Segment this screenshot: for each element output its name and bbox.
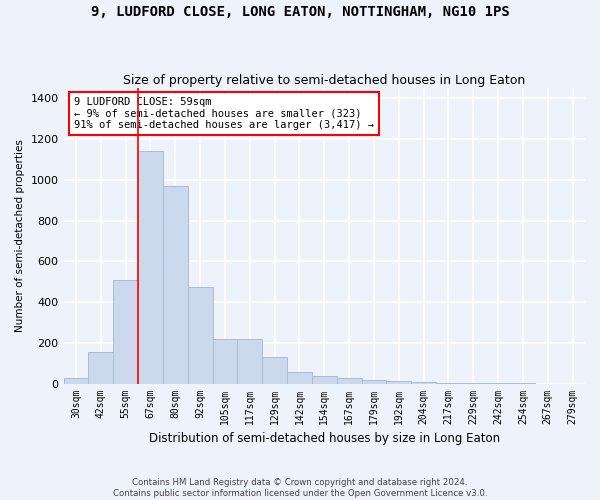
Y-axis label: Number of semi-detached properties: Number of semi-detached properties [15, 140, 25, 332]
Bar [362, 380, 386, 384]
Text: 9, LUDFORD CLOSE, LONG EATON, NOTTINGHAM, NG10 1PS: 9, LUDFORD CLOSE, LONG EATON, NOTTINGHAM… [91, 5, 509, 19]
Bar [287, 372, 312, 384]
Text: Contains HM Land Registry data © Crown copyright and database right 2024.
Contai: Contains HM Land Registry data © Crown c… [113, 478, 487, 498]
Text: 9 LUDFORD CLOSE: 59sqm
← 9% of semi-detached houses are smaller (323)
91% of sem: 9 LUDFORD CLOSE: 59sqm ← 9% of semi-deta… [74, 97, 374, 130]
Bar [138, 152, 163, 384]
Bar [411, 382, 436, 384]
Bar [113, 280, 138, 384]
Bar [88, 352, 113, 384]
Bar [262, 357, 287, 384]
Bar [312, 376, 337, 384]
Bar [212, 338, 238, 384]
Bar [461, 383, 485, 384]
Title: Size of property relative to semi-detached houses in Long Eaton: Size of property relative to semi-detach… [123, 74, 526, 87]
Bar [436, 382, 461, 384]
Bar [188, 287, 212, 384]
Bar [386, 381, 411, 384]
Bar [337, 378, 362, 384]
Bar [163, 186, 188, 384]
Bar [64, 378, 88, 384]
Bar [238, 338, 262, 384]
X-axis label: Distribution of semi-detached houses by size in Long Eaton: Distribution of semi-detached houses by … [149, 432, 500, 445]
